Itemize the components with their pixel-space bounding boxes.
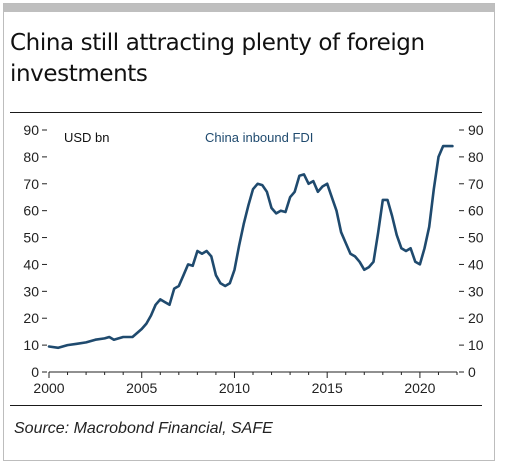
y-axis-right: 0 10 20 30 40 50 60 70 80 90 [459,122,484,380]
top-bar [4,4,494,12]
y-tick-label-right-20: 20 [468,310,484,326]
x-axis: 2000 2005 2010 2015 2020 [33,371,458,396]
x-tick-label-2005: 2005 [126,380,157,396]
y-tick-label-right-80: 80 [468,149,484,165]
y-tick-label-left-70: 70 [23,176,39,192]
x-tick-label-2015: 2015 [312,380,343,396]
y-tick-label-right-0: 0 [468,364,476,380]
series-line-china-inbound-fdi [47,144,454,350]
y-axis-label: USD bn [64,130,110,145]
title-rule [10,112,482,113]
source-note: Source: Macrobond Financial, SAFE [14,420,273,437]
chart-title: China still attracting plenty of foreign… [10,30,425,87]
x-tick-label-2000: 2000 [33,380,64,396]
y-tick-label-left-30: 30 [23,283,39,299]
chart-card [3,3,495,461]
y-tick-label-left-60: 60 [23,203,39,219]
y-tick-label-left-90: 90 [23,122,39,138]
y-tick-label-left-10: 10 [23,337,39,353]
y-tick-label-right-70: 70 [468,176,484,192]
y-tick-label-left-80: 80 [23,149,39,165]
source-rule [10,405,482,406]
y-axis-left: 0 10 20 30 40 50 60 70 80 90 [23,122,47,380]
y-tick-label-right-40: 40 [468,256,484,272]
y-tick-label-left-40: 40 [23,256,39,272]
y-tick-label-right-30: 30 [468,283,484,299]
y-tick-label-right-90: 90 [468,122,484,138]
x-tick-label-2020: 2020 [404,380,435,396]
y-tick-label-left-20: 20 [23,310,39,326]
series-label: China inbound FDI [205,130,313,145]
y-tick-label-right-10: 10 [468,337,484,353]
y-tick-label-left-50: 50 [23,230,39,246]
y-tick-label-right-60: 60 [468,203,484,219]
x-tick-label-2010: 2010 [219,380,250,396]
y-tick-label-left-0: 0 [31,364,39,380]
y-tick-label-right-50: 50 [468,230,484,246]
